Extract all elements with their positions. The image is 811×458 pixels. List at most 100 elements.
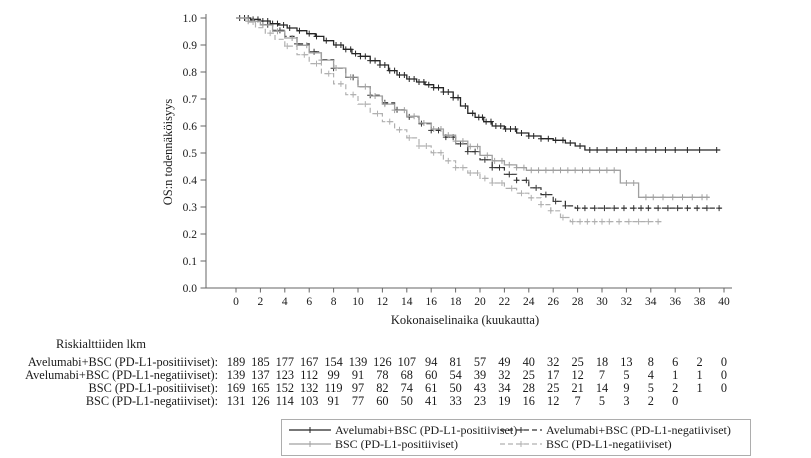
x-tick-label: 32 [621, 296, 633, 308]
legend-sample-marker [307, 441, 313, 447]
risk-count: 41 [425, 394, 437, 408]
risk-row-label: BSC (PD-L1-negatiiviset): [86, 394, 218, 408]
risk-count: 43 [474, 381, 486, 395]
legend-sample-marker [518, 427, 524, 433]
risk-table-title: Riskialttiiden lkm [56, 337, 146, 351]
x-tick-label: 40 [718, 296, 730, 308]
risk-table-row: Avelumabi+BSC (PD-L1-positiiviset): 189 18… [28, 355, 727, 369]
legend-item-label: BSC (PD-L1-positiiviset) [335, 437, 458, 451]
risk-count: 77 [352, 394, 364, 408]
y-tick-label: 0.4 [183, 175, 198, 187]
risk-count: 0 [721, 355, 727, 369]
risk-count: 6 [672, 355, 678, 369]
x-tick-label: 34 [645, 296, 657, 308]
x-tick-label: 38 [694, 296, 706, 308]
km-step-line [236, 17, 663, 223]
y-tick-label: 0.2 [183, 229, 198, 241]
legend-box [281, 419, 751, 456]
risk-count: 2 [648, 394, 654, 408]
risk-count: 185 [251, 355, 269, 369]
risk-count: 81 [449, 355, 461, 369]
x-tick-label: 14 [401, 296, 413, 308]
risk-count: 21 [571, 381, 583, 395]
risk-count: 99 [327, 368, 339, 382]
x-tick-label: 8 [331, 296, 337, 308]
risk-count: 32 [498, 368, 510, 382]
y-axis-title: OS:n todennäköisyys [161, 99, 175, 206]
risk-count: 123 [276, 368, 294, 382]
x-tick-label: 16 [425, 296, 437, 308]
risk-count: 8 [648, 355, 654, 369]
risk-count: 33 [449, 394, 461, 408]
censor-marks [236, 15, 720, 154]
risk-count: 107 [398, 355, 416, 369]
risk-count: 1 [697, 368, 703, 382]
x-tick-label: 0 [233, 296, 239, 308]
risk-count: 1 [672, 368, 678, 382]
risk-count: 5 [623, 368, 629, 382]
legend-item: Avelumabi+BSC (PD-L1-negatiiviset) [500, 423, 731, 437]
risk-count: 4 [648, 368, 654, 382]
risk-count: 34 [498, 381, 510, 395]
risk-count: 17 [547, 368, 559, 382]
risk-count: 78 [376, 368, 388, 382]
risk-count: 61 [425, 381, 437, 395]
risk-count: 119 [325, 381, 343, 395]
x-tick-label: 4 [282, 296, 288, 308]
risk-count: 5 [599, 394, 605, 408]
axis-lines [205, 14, 732, 289]
risk-count: 177 [276, 355, 294, 369]
risk-count: 40 [523, 355, 535, 369]
km-curve-2 [236, 17, 710, 201]
risk-count: 1 [697, 381, 703, 395]
risk-row-label: BSC (PD-L1-positiiviset): [89, 381, 218, 395]
y-tick-label: 0.3 [183, 202, 198, 214]
x-tick-label: 26 [547, 296, 559, 308]
risk-count: 50 [449, 381, 461, 395]
risk-count: 25 [523, 368, 535, 382]
risk-table-row: BSC (PD-L1-positiiviset): 169 165 152 132 119… [89, 381, 728, 395]
legend-sample-marker [518, 441, 524, 447]
risk-count: 32 [547, 355, 559, 369]
risk-count: 114 [276, 394, 294, 408]
risk-table-row: Avelumabi+BSC (PD-L1-negatiiviset): 139 13… [25, 368, 727, 382]
risk-count: 3 [623, 394, 629, 408]
risk-count: 7 [575, 394, 581, 408]
risk-count: 103 [300, 394, 318, 408]
risk-count: 68 [401, 368, 413, 382]
risk-count: 139 [349, 355, 367, 369]
censor-marks [250, 19, 662, 225]
risk-count: 74 [401, 381, 413, 395]
risk-count: 154 [324, 355, 342, 369]
x-axis-title: Kokonaiselinaika (kuukautta) [391, 313, 539, 327]
legend-sample-marker [307, 427, 313, 433]
x-tick-label: 28 [572, 296, 584, 308]
risk-count: 169 [227, 381, 245, 395]
risk-count: 137 [251, 368, 269, 382]
x-tick-label: 30 [596, 296, 608, 308]
y-tick-label: 0.9 [183, 40, 198, 52]
km-curve-3 [236, 17, 663, 225]
legend: Avelumabi+BSC (PD-L1-positiiviset) Avelum… [281, 419, 751, 456]
y-tick-label: 0.6 [183, 121, 198, 133]
y-tick-label: 1.0 [183, 13, 198, 25]
censor-marks [245, 18, 710, 201]
x-tick-label: 18 [450, 296, 462, 308]
km-curves [236, 15, 723, 225]
x-tick-label: 10 [352, 296, 364, 308]
y-tick-label: 0.8 [183, 67, 198, 79]
risk-count: 189 [227, 355, 245, 369]
risk-count: 12 [571, 368, 583, 382]
risk-count: 39 [474, 368, 486, 382]
risk-count: 25 [547, 381, 559, 395]
risk-count: 152 [276, 381, 294, 395]
risk-count: 54 [449, 368, 461, 382]
legend-item-label: BSC (PD-L1-negatiiviset) [546, 437, 672, 451]
risk-count: 18 [596, 355, 608, 369]
risk-count: 97 [352, 381, 364, 395]
risk-count: 0 [721, 381, 727, 395]
risk-count: 16 [523, 394, 535, 408]
y-tick-label: 0.5 [183, 148, 198, 160]
